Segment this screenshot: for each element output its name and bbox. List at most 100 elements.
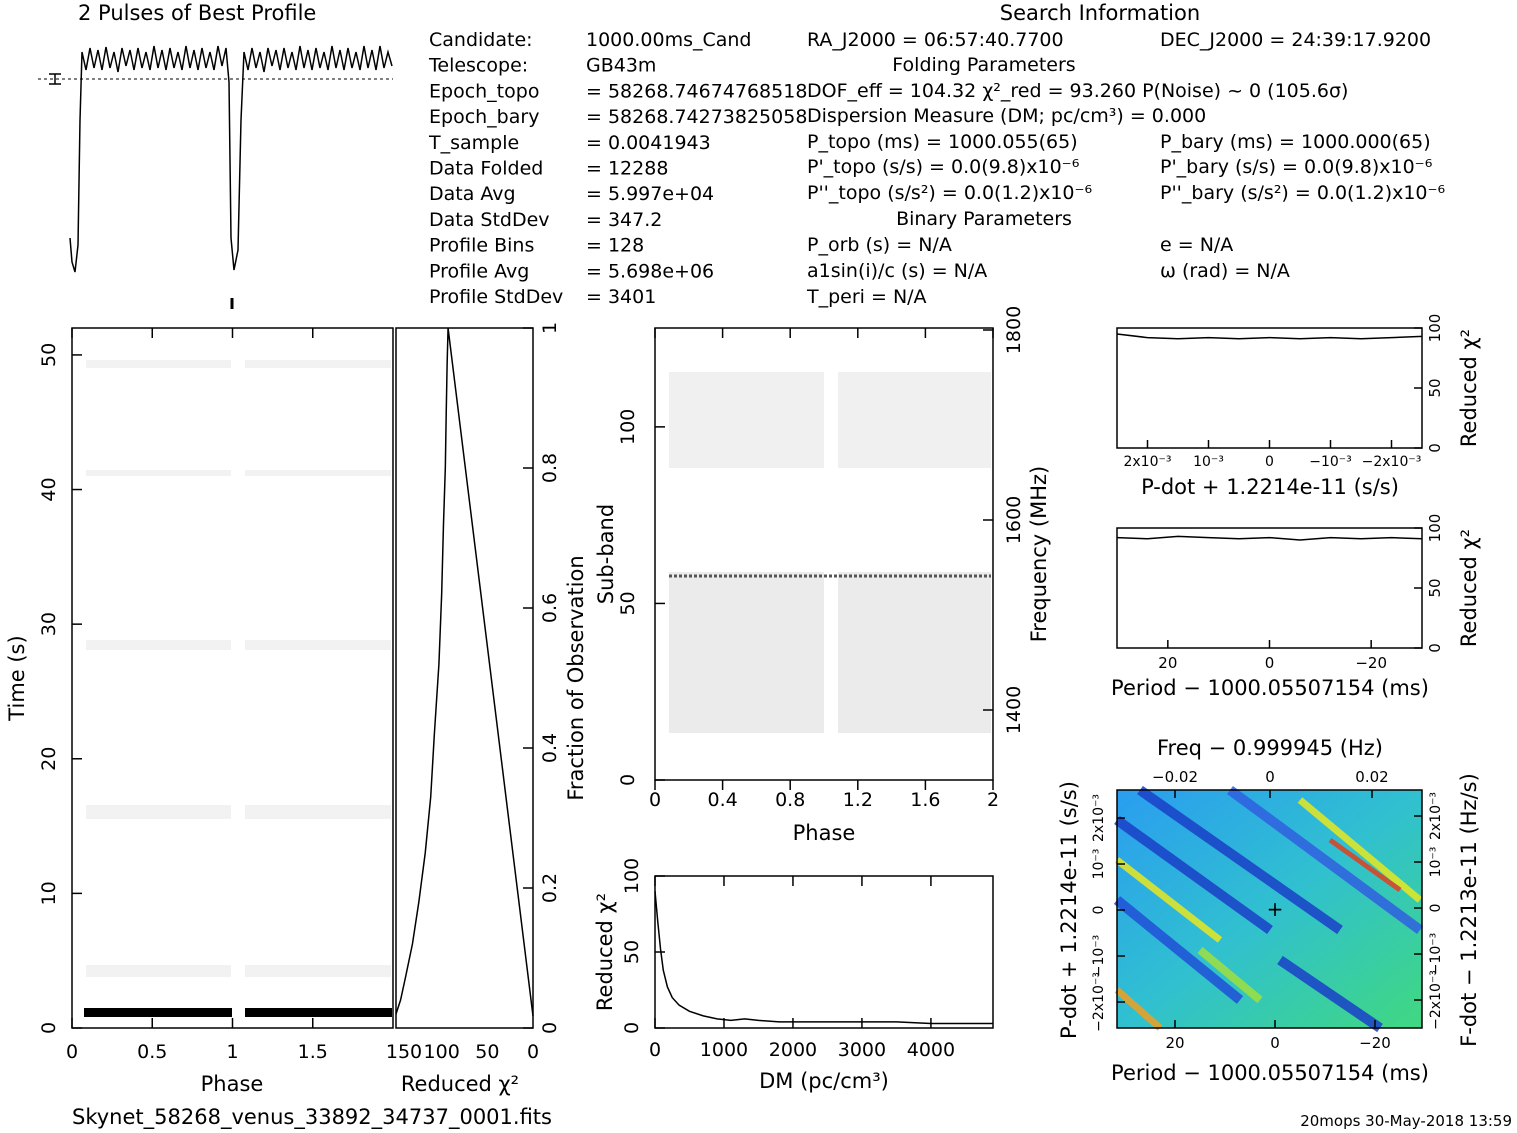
footer-stamp: 20mops 30-May-2018 13:59: [1300, 1112, 1512, 1130]
x-axis-title: P-dot + 1.2214e-11 (s/s): [1141, 475, 1399, 499]
info-value: = 5.698e+06: [586, 260, 714, 282]
tick-label: −20: [1359, 1034, 1391, 1052]
dm-chi-axes: 0 1000 2000 3000 4000 0 50 100 DM (pc/cm³) Reduce…: [593, 858, 955, 1093]
tick-label: 2x10⁻³: [1091, 794, 1107, 842]
info-value: 1000.00ms_Cand: [586, 29, 752, 51]
tick-label: 2x10⁻³: [1428, 792, 1444, 840]
omega: ω (rad) = N/A: [1160, 260, 1290, 282]
tick-label: 0: [649, 789, 661, 811]
tick-label: −0.02: [1152, 768, 1198, 786]
tick-label: 0: [1428, 904, 1444, 913]
tick-label: −2x10⁻³: [1428, 970, 1444, 1030]
info-label: Epoch_topo: [429, 80, 539, 102]
dof: DOF_eff = 104.32 χ²_red = 93.260 P(Noise…: [807, 80, 1348, 102]
tick-label: 0: [1270, 1034, 1280, 1052]
p-orb: P_orb (s) = N/A: [807, 234, 952, 256]
tick-label: 1800: [1003, 306, 1025, 354]
search-title: Search Information: [1000, 1, 1200, 25]
tick-label: −10⁻³: [1309, 454, 1352, 470]
folding-title: Folding Parameters: [892, 54, 1075, 76]
pdd-bary: P''_bary (s/s²) = 0.0(1.2)x10⁻⁶: [1160, 182, 1445, 204]
info-label: Data StdDev: [429, 209, 550, 231]
time-chi-plot: [395, 327, 534, 1029]
binary-title: Binary Parameters: [896, 208, 1072, 230]
tick-label: 1.5: [298, 1041, 328, 1063]
x-axis-title: Phase: [201, 1072, 264, 1096]
tick-label: 1000: [700, 1039, 748, 1061]
tick-label: 0.02: [1355, 768, 1388, 786]
tick-label: 50: [621, 940, 643, 964]
time-phase-plot: [71, 327, 394, 1029]
tick-label: 0: [1265, 768, 1275, 786]
ra: RA_J2000 = 06:57:40.7700: [807, 29, 1064, 51]
tick-label: 100: [621, 858, 643, 894]
tick-label: 1: [226, 1041, 238, 1063]
tick-label: 0.6: [539, 593, 561, 623]
pd-bary: P'_bary (s/s) = 0.0(9.8)x10⁻⁶: [1160, 156, 1432, 178]
x-axis-title: Period − 1000.05507154 (ms): [1111, 676, 1429, 700]
x2-axis-title: Freq − 0.999945 (Hz): [1157, 736, 1383, 760]
tick-label: 100: [617, 409, 639, 445]
tick-label: 30: [38, 612, 60, 636]
dm-chi-plot: [654, 875, 994, 1029]
x-axis-title: Phase: [793, 821, 856, 845]
tick-label: 0.4: [707, 789, 737, 811]
svg-text:+: +: [1267, 897, 1284, 921]
y-axis-title: Sub-band: [594, 504, 618, 604]
tick-label: 10: [38, 881, 60, 905]
tick-label: 100: [424, 1041, 460, 1063]
subband-phase-plot: [654, 327, 994, 781]
x-axis-title: DM (pc/cm³): [759, 1069, 889, 1093]
tick-label: 1600: [1003, 496, 1025, 544]
info-value: = 58268.74674768518: [586, 80, 807, 102]
tick-label: 10⁻³: [1428, 847, 1444, 878]
tick-label: −20: [1355, 654, 1387, 672]
y-axis-title: Fraction of Observation: [564, 555, 588, 800]
tick-label: 1.6: [910, 789, 940, 811]
subband-phase-axes: 0 0.4 0.8 1.2 1.6 2 0 50 100 1400 1600 1800 Phase Sub…: [594, 306, 1051, 845]
info-value: = 3401: [586, 286, 656, 308]
tick-label: 0: [1265, 654, 1275, 672]
tick-label: 0: [38, 1022, 60, 1034]
tick-label: 50: [1426, 378, 1444, 397]
profile-title: 2 Pulses of Best Profile: [78, 1, 316, 25]
tick-label: 20: [1165, 1034, 1184, 1052]
tick-label: 0: [649, 1039, 661, 1061]
tick-label: 20: [1158, 654, 1177, 672]
tick-label: 0: [1265, 454, 1274, 470]
p-topo: P_topo (ms) = 1000.055(65): [807, 131, 1078, 153]
ecc: e = N/A: [1160, 234, 1233, 256]
tick-label: 0.8: [775, 789, 805, 811]
info-label: Data Avg: [429, 183, 516, 205]
tick-label: 20: [38, 747, 60, 771]
tick-label: 3000: [838, 1039, 886, 1061]
dec: DEC_J2000 = 24:39:17.9200: [1160, 29, 1431, 51]
tick-label: 40: [38, 477, 60, 501]
tick-label: 100: [1426, 514, 1444, 543]
tick-label: 2000: [769, 1039, 817, 1061]
p-pdot-plot: +: [1113, 785, 1423, 1033]
footer-filename: Skynet_58268_venus_33892_34737_0001.fits: [72, 1105, 552, 1130]
tick-label: 150: [386, 1041, 422, 1063]
pd-topo: P'_topo (s/s) = 0.0(9.8)x10⁻⁶: [807, 156, 1079, 178]
info-value: = 128: [586, 235, 644, 257]
tick-label: 1400: [1003, 686, 1025, 734]
tick-label: 4000: [907, 1039, 955, 1061]
tick-label: 10⁻³: [1091, 849, 1107, 880]
info-value: GB43m: [586, 55, 656, 77]
info-value: = 12288: [586, 158, 668, 180]
info-value: = 0.0041943: [586, 132, 711, 154]
tick-label: 0.2: [539, 873, 561, 903]
info-label: Profile StdDev: [429, 286, 563, 308]
info-value: = 5.997e+04: [586, 183, 714, 205]
info-label: Epoch_bary: [429, 106, 539, 128]
y-axis-title: Time (s): [5, 635, 29, 721]
info-left: Candidate: 1000.00ms_Cand Telescope: GB43m E…: [428, 29, 807, 308]
p-bary: P_bary (ms) = 1000.000(65): [1160, 131, 1431, 153]
info-label: Telescope:: [428, 55, 528, 77]
time-chi-axes: 150 100 50 00 0.2 0.4 0.6 0.8 1 Reduced χ² Fractio…: [386, 322, 588, 1096]
tick-label: 100: [1426, 314, 1444, 343]
time-phase-axes: 0 0.5 1 1.5 0 10 20 30 40 50 Phase Time (s): [5, 328, 328, 1096]
info-label: Profile Avg: [429, 260, 529, 282]
y-axis-title: Reduced χ²: [593, 893, 617, 1011]
